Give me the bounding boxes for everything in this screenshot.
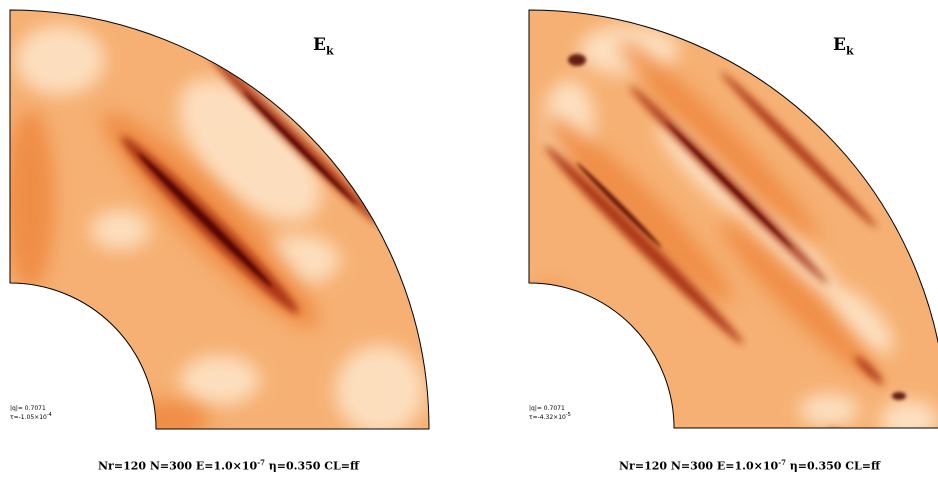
left-panel: Ek |q|= 0.7071 τ=-1.05×10-4 Nr=120 N=300… xyxy=(9,9,430,473)
right-caption: Nr=120 N=300 E=1.0×10-7 η=0.350 CL=ff xyxy=(619,458,881,473)
left-info-q: |q|= 0.7071 xyxy=(10,405,46,412)
right-info-block: |q|= 0.7071 τ=-4.32×10-5 xyxy=(529,405,571,421)
right-energy-map xyxy=(528,9,938,429)
left-energy-map xyxy=(9,9,430,430)
right-info-q: |q|= 0.7071 xyxy=(529,405,565,412)
left-ek-label: Ek xyxy=(313,35,334,58)
right-ek-label: Ek xyxy=(833,35,854,58)
right-info-tau: τ=-4.32×10-5 xyxy=(529,412,571,421)
left-shell-outline xyxy=(9,9,430,430)
left-caption: Nr=120 N=300 E=1.0×10-7 η=0.350 CL=ff xyxy=(98,458,360,473)
left-info-tau: τ=-1.05×10-4 xyxy=(10,412,52,421)
right-shell-outline xyxy=(528,9,938,429)
left-info-block: |q|= 0.7071 τ=-1.05×10-4 xyxy=(10,405,52,421)
right-panel: Ek |q|= 0.7071 τ=-4.32×10-5 Nr=120 N=300… xyxy=(469,0,938,479)
